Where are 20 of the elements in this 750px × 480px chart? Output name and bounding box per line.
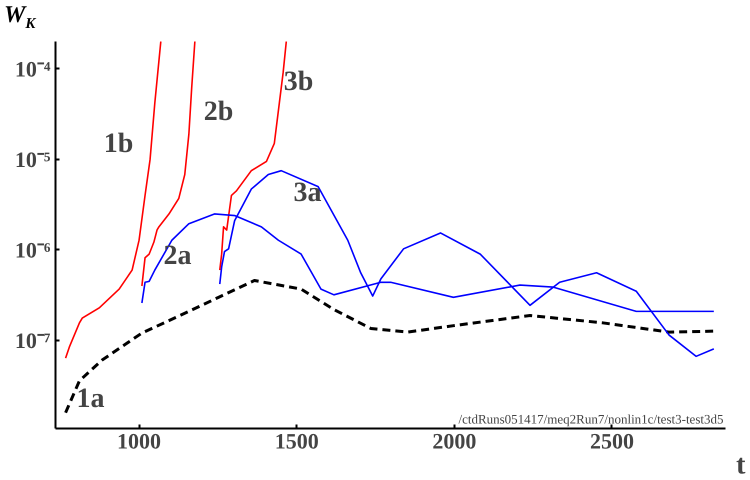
line-series xyxy=(64,279,716,414)
x-tick-label: 2500 xyxy=(590,428,634,454)
x-tick-label: 1000 xyxy=(117,428,162,454)
annotation: 2a xyxy=(164,240,192,271)
line-series xyxy=(141,42,196,287)
y-tick-label: 10⁻⁷ xyxy=(14,328,51,354)
y-tick-label: 10⁻⁶ xyxy=(14,237,51,262)
y-axis-title: W$_{K}$ xyxy=(4,2,36,32)
annotation: 3b xyxy=(284,66,314,97)
line-series xyxy=(64,42,162,359)
x-tick-label: 1500 xyxy=(274,428,319,454)
annotation: 2b xyxy=(204,96,234,127)
annotation: 3a xyxy=(294,177,322,208)
x-tick-label: 2000 xyxy=(432,428,476,454)
annotation: /ctdRuns051417/meq2Run7/nonlin1c/test3-test3d5 xyxy=(458,412,724,426)
annotation: 1a xyxy=(76,383,104,414)
y-tick-label: 10⁻⁵ xyxy=(14,146,51,172)
annotation: 1b xyxy=(104,128,134,159)
y-tick-label: 10⁻⁴ xyxy=(14,56,51,82)
x-axis-title: t xyxy=(736,450,746,480)
